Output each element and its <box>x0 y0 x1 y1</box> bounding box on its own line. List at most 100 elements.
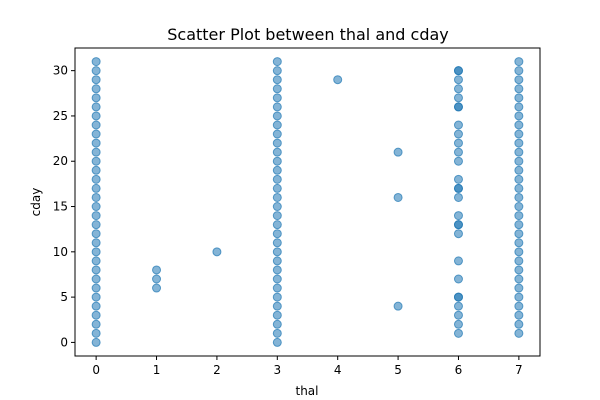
scatter-point <box>453 274 463 284</box>
scatter-point <box>453 93 463 103</box>
scatter-point <box>272 192 282 202</box>
scatter-point <box>272 156 282 166</box>
scatter-point <box>152 274 162 284</box>
scatter-point <box>453 220 463 230</box>
scatter-point <box>152 265 162 275</box>
scatter-point <box>514 192 524 202</box>
scatter-point <box>514 174 524 184</box>
scatter-point <box>453 174 463 184</box>
scatter-point <box>91 129 101 139</box>
scatter-point <box>514 138 524 148</box>
scatter-point <box>453 102 463 112</box>
scatter-point <box>272 220 282 230</box>
scatter-point <box>91 211 101 221</box>
chart-title: Scatter Plot between thal and cday <box>167 25 449 44</box>
scatter-point <box>514 238 524 248</box>
scatter-point <box>514 165 524 175</box>
scatter-point <box>272 183 282 193</box>
scatter-point <box>91 265 101 275</box>
scatter-point <box>272 256 282 266</box>
y-axis-ticks: 0 5 10 15 20 25 30 <box>53 64 75 349</box>
scatter-point <box>514 111 524 121</box>
scatter-point <box>514 283 524 293</box>
scatter-point <box>91 328 101 338</box>
scatter-point <box>453 138 463 148</box>
scatter-point <box>91 84 101 94</box>
scatter-point <box>514 292 524 302</box>
scatter-point <box>91 292 101 302</box>
x-axis-label: thal <box>296 384 319 398</box>
scatter-point <box>514 274 524 284</box>
x-tick-label: 0 <box>92 363 100 377</box>
scatter-point <box>272 57 282 67</box>
scatter-point <box>514 57 524 67</box>
scatter-point <box>514 319 524 329</box>
scatter-point <box>91 301 101 311</box>
scatter-point <box>272 102 282 112</box>
scatter-point <box>91 147 101 157</box>
scatter-point <box>91 57 101 67</box>
scatter-point <box>514 310 524 320</box>
scatter-point <box>514 256 524 266</box>
scatter-point <box>91 174 101 184</box>
scatter-point <box>272 283 282 293</box>
plot-frame <box>74 47 541 357</box>
scatter-point <box>272 93 282 103</box>
scatter-point <box>272 147 282 157</box>
scatter-point <box>514 229 524 239</box>
scatter-point <box>453 75 463 85</box>
x-tick-label: 7 <box>515 363 523 377</box>
scatter-point <box>91 238 101 248</box>
scatter-point <box>272 84 282 94</box>
scatter-point <box>91 220 101 230</box>
scatter-point <box>453 256 463 266</box>
scatter-point <box>272 129 282 139</box>
scatter-point <box>514 202 524 212</box>
y-tick-label: 25 <box>53 109 68 123</box>
scatter-point <box>272 66 282 76</box>
scatter-point <box>91 75 101 85</box>
scatter-point <box>453 310 463 320</box>
scatter-point <box>514 183 524 193</box>
scatter-point <box>91 102 101 112</box>
scatter-point <box>272 319 282 329</box>
scatter-point <box>514 328 524 338</box>
scatter-point <box>272 202 282 212</box>
x-axis-ticks: 0 1 2 3 4 5 6 7 <box>92 356 523 377</box>
scatter-point <box>91 120 101 130</box>
scatter-point <box>272 274 282 284</box>
scatter-point <box>453 319 463 329</box>
scatter-point <box>91 256 101 266</box>
scatter-point <box>514 75 524 85</box>
y-tick-label: 0 <box>60 335 68 349</box>
scatter-point <box>91 229 101 239</box>
x-tick-label: 1 <box>153 363 161 377</box>
scatter-point <box>393 301 403 311</box>
scatter-point <box>514 156 524 166</box>
scatter-point <box>91 337 101 347</box>
y-tick-label: 30 <box>53 64 68 78</box>
scatter-point <box>272 111 282 121</box>
scatter-point <box>514 301 524 311</box>
scatter-point <box>91 274 101 284</box>
scatter-point <box>453 120 463 130</box>
scatter-point <box>514 129 524 139</box>
x-tick-label: 4 <box>334 363 342 377</box>
scatter-point <box>91 192 101 202</box>
scatter-point <box>393 147 403 157</box>
scatter-point <box>91 165 101 175</box>
y-axis-label: cday <box>29 188 43 217</box>
scatter-point <box>453 147 463 157</box>
x-tick-label: 2 <box>213 363 221 377</box>
scatter-point <box>272 337 282 347</box>
scatter-point <box>272 292 282 302</box>
scatter-point <box>453 66 463 76</box>
scatter-point <box>272 238 282 248</box>
scatter-point <box>91 138 101 148</box>
scatter-point <box>91 93 101 103</box>
scatter-point <box>91 247 101 257</box>
scatter-point <box>514 247 524 257</box>
y-tick-label: 20 <box>53 154 68 168</box>
scatter-point <box>91 156 101 166</box>
